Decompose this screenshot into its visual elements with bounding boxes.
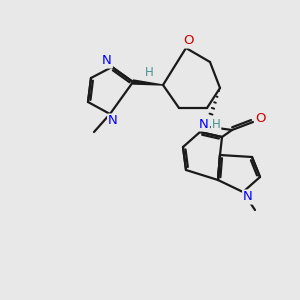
Text: N: N [108,115,118,128]
Text: N: N [102,55,112,68]
Text: H: H [145,65,153,79]
Text: N: N [199,118,209,130]
Text: H: H [212,118,220,130]
Text: O: O [256,112,266,124]
Text: N: N [243,190,253,203]
Polygon shape [133,80,163,85]
Text: O: O [183,34,193,47]
